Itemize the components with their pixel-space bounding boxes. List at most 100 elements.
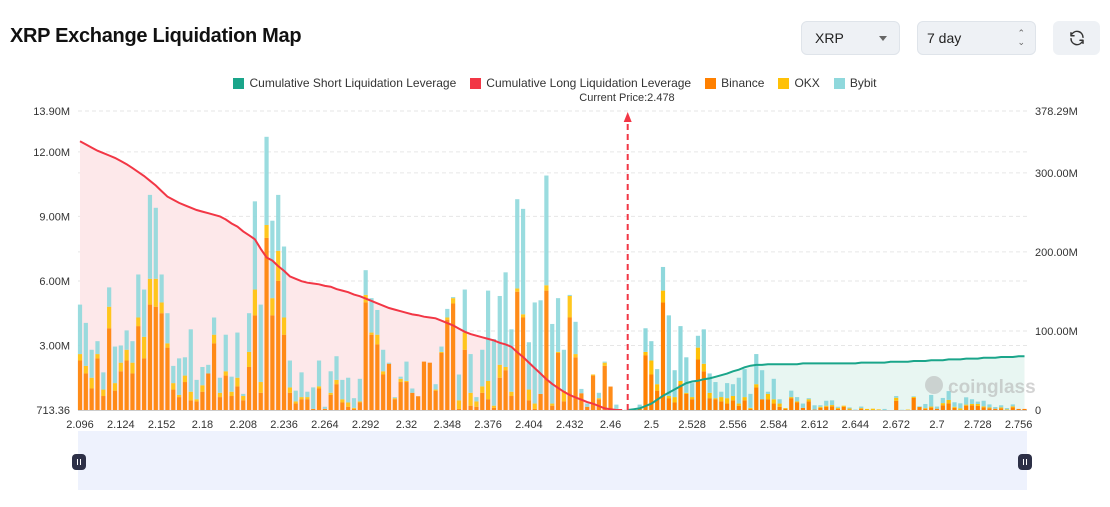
bar-bybit <box>95 341 100 355</box>
slider-track[interactable] <box>78 431 1027 490</box>
bar-okx <box>188 391 193 401</box>
bar-bybit <box>270 220 275 299</box>
bar-bybit <box>107 287 112 307</box>
bar-bybit <box>404 361 409 381</box>
bar-bybit <box>346 377 351 403</box>
bar-binance <box>730 400 736 410</box>
bar-okx <box>573 354 578 358</box>
legend-swatch <box>705 77 717 89</box>
bar-bybit <box>223 334 228 372</box>
bar-okx <box>678 380 683 385</box>
bar-bybit <box>83 322 88 366</box>
bar-binance <box>736 405 741 410</box>
bar-okx <box>690 397 695 400</box>
bar-binance <box>153 306 158 410</box>
bar-okx <box>859 408 864 409</box>
bar-binance <box>859 408 864 410</box>
zoom-slider[interactable] <box>72 431 1032 490</box>
bar-bybit <box>538 300 543 394</box>
bar-okx <box>987 407 992 409</box>
bar-bybit <box>940 397 945 404</box>
bar-okx <box>351 407 357 409</box>
bar-bybit <box>136 274 141 318</box>
slider-handle-left[interactable] <box>72 454 86 470</box>
bar-binance <box>497 377 502 410</box>
bar-binance <box>999 408 1004 410</box>
bar-bybit <box>964 397 969 405</box>
bar-bybit <box>386 362 392 364</box>
bar-okx <box>281 317 287 335</box>
bar-binance <box>847 409 852 411</box>
bar-bybit <box>946 391 951 400</box>
bar-okx <box>392 398 397 400</box>
bar-bybit <box>124 330 129 350</box>
bar-okx <box>474 401 479 407</box>
bar-binance <box>147 304 153 410</box>
bar-bybit <box>491 339 497 406</box>
bar-bybit <box>829 400 835 406</box>
bar-okx <box>946 399 951 404</box>
bar-bybit <box>614 404 619 409</box>
bar-binance <box>987 408 992 410</box>
bar-okx <box>754 384 759 388</box>
bar-binance <box>596 399 601 410</box>
legend-label: Bybit <box>849 76 877 90</box>
legend-item-okx[interactable]: OKX <box>778 76 820 90</box>
bar-bybit <box>969 399 975 404</box>
bar-binance <box>783 408 788 410</box>
bar-bybit <box>777 399 782 404</box>
bar-okx <box>999 407 1004 409</box>
x-axis-tick-label: 2.124 <box>107 419 135 431</box>
x-axis-tick-label: 2.404 <box>515 419 543 431</box>
bar-bybit <box>363 270 368 295</box>
bar-okx <box>894 397 899 401</box>
bar-binance <box>526 400 532 410</box>
bar-binance <box>748 408 753 410</box>
refresh-button[interactable] <box>1053 21 1100 55</box>
legend-item-binance[interactable]: Binance <box>705 76 764 90</box>
bar-okx <box>95 354 100 359</box>
bar-binance <box>95 358 100 410</box>
bar-okx <box>503 366 508 371</box>
bar-bybit <box>456 374 462 401</box>
bar-binance <box>993 408 998 410</box>
legend-item-long[interactable]: Cumulative Long Liquidation Leverage <box>470 76 691 90</box>
range-select[interactable]: 7 day ⌃ ⌄ <box>917 21 1036 55</box>
bar-bybit <box>509 329 514 392</box>
bar-bybit <box>532 302 537 404</box>
coin-select[interactable]: XRP <box>801 21 900 55</box>
bar-okx <box>789 397 794 399</box>
bar-binance <box>602 365 607 410</box>
bar-binance <box>182 382 188 410</box>
bar-binance <box>725 403 730 410</box>
bar-okx <box>497 364 502 378</box>
legend-item-bybit[interactable]: Bybit <box>833 76 877 90</box>
bar-bybit <box>1004 408 1010 410</box>
bar-okx <box>561 390 566 402</box>
bar-bybit <box>381 349 386 372</box>
cumulative-areas <box>80 141 1025 411</box>
bar-binance <box>136 326 141 410</box>
bar-okx <box>398 378 403 383</box>
bar-okx <box>1004 409 1010 410</box>
bar-bybit <box>357 378 362 402</box>
bar-bybit <box>993 406 998 409</box>
coinglass-logo-icon <box>925 376 943 394</box>
bar-bybit <box>917 406 922 407</box>
bar-okx <box>252 289 257 316</box>
bar-bybit <box>153 207 158 279</box>
bar-binance <box>637 408 642 410</box>
bar-okx <box>462 332 467 350</box>
bar-binance <box>77 360 83 410</box>
legend-item-short[interactable]: Cumulative Short Liquidation Leverage <box>233 76 456 90</box>
bar-okx <box>555 351 561 353</box>
bar-okx <box>340 399 345 403</box>
bar-bybit <box>818 405 823 407</box>
x-axis-tick-label: 2.612 <box>801 419 829 431</box>
bar-okx <box>118 362 123 372</box>
bar-binance <box>334 384 339 410</box>
bar-bybit <box>952 402 957 407</box>
slider-handle-right[interactable] <box>1018 454 1032 470</box>
bar-binance <box>794 402 800 410</box>
x-axis-tick-label: 2.264 <box>311 419 339 431</box>
